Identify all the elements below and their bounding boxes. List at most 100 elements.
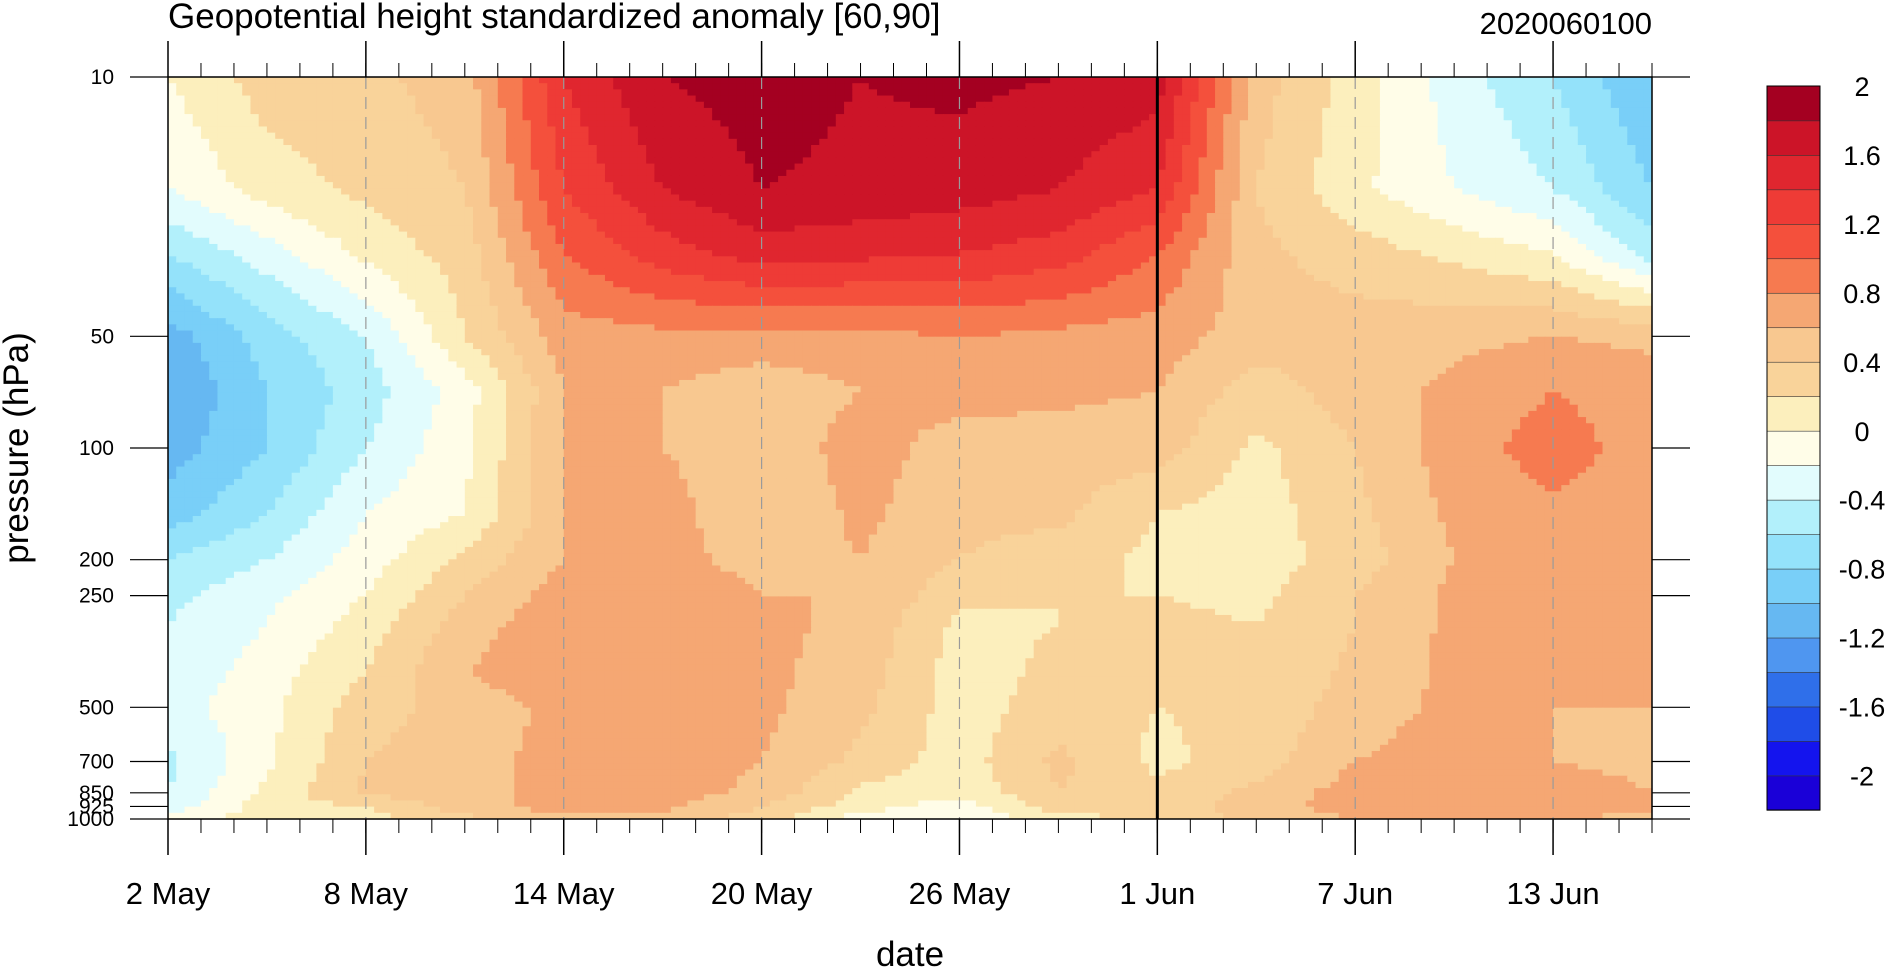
field-cell xyxy=(1190,102,1199,109)
field-cell xyxy=(663,77,672,84)
field-cell xyxy=(1067,126,1076,133)
field-cell xyxy=(638,83,647,90)
field-cell xyxy=(1108,133,1117,140)
field-cell xyxy=(539,145,548,152)
field-cell xyxy=(1075,108,1084,115)
field-cell xyxy=(588,133,597,140)
field-cell xyxy=(687,83,696,90)
field-cell xyxy=(1388,139,1397,146)
field-cell xyxy=(267,133,276,140)
field-cell xyxy=(1586,83,1595,90)
field-cell xyxy=(1223,114,1232,121)
field-cell xyxy=(704,133,713,140)
field-cell xyxy=(1133,89,1142,96)
field-cell xyxy=(572,108,581,115)
field-cell xyxy=(1553,89,1562,96)
field-cell xyxy=(1108,102,1117,109)
field-cell xyxy=(712,102,721,109)
field-cell xyxy=(1421,89,1430,96)
field-cell xyxy=(1355,139,1364,146)
field-cell xyxy=(242,145,251,152)
field-cell xyxy=(976,89,985,96)
field-cell xyxy=(663,89,672,96)
field-cell xyxy=(1025,102,1034,109)
field-cell xyxy=(1388,89,1397,96)
field-cell xyxy=(374,83,383,90)
field-cell xyxy=(1083,89,1092,96)
field-cell xyxy=(1363,77,1372,84)
field-cell xyxy=(1256,89,1265,96)
field-cell xyxy=(1133,120,1142,127)
field-cell xyxy=(399,133,408,140)
field-cell xyxy=(168,114,177,121)
field-cell xyxy=(283,77,292,84)
field-cell xyxy=(1611,77,1620,84)
field-cell xyxy=(572,145,581,152)
field-cell xyxy=(1462,114,1471,121)
field-cell xyxy=(201,102,210,109)
field-cell xyxy=(778,145,787,152)
field-cell xyxy=(250,96,259,103)
field-cell xyxy=(1528,126,1537,133)
field-cell xyxy=(283,108,292,115)
field-cell xyxy=(234,89,243,96)
field-cell xyxy=(605,145,614,152)
field-cell xyxy=(1446,102,1455,109)
field-cell xyxy=(902,120,911,127)
field-cell xyxy=(1025,114,1034,121)
field-cell xyxy=(333,108,342,115)
field-cell xyxy=(1462,102,1471,109)
field-cell xyxy=(325,133,334,140)
field-cell xyxy=(1495,114,1504,121)
field-cell xyxy=(869,120,878,127)
field-cell xyxy=(1017,83,1026,90)
field-cell xyxy=(1124,145,1133,152)
field-cell xyxy=(267,120,276,127)
field-cell xyxy=(481,77,490,84)
field-cell xyxy=(984,139,993,146)
field-cell xyxy=(828,77,837,84)
field-cell xyxy=(250,89,259,96)
field-cell xyxy=(1306,102,1315,109)
field-cell xyxy=(1553,133,1562,140)
field-cell xyxy=(498,102,507,109)
field-cell xyxy=(1223,77,1232,84)
field-cell xyxy=(1273,96,1282,103)
field-cell xyxy=(184,139,193,146)
field-cell xyxy=(762,108,771,115)
field-cell xyxy=(1248,102,1257,109)
field-cell xyxy=(564,126,573,133)
field-cell xyxy=(1297,77,1306,84)
field-cell xyxy=(1050,120,1059,127)
field-cell xyxy=(786,133,795,140)
field-cell xyxy=(498,108,507,115)
field-cell xyxy=(1240,83,1249,90)
field-cell xyxy=(1487,108,1496,115)
field-cell xyxy=(1479,133,1488,140)
field-cell xyxy=(275,120,284,127)
field-cell xyxy=(1050,102,1059,109)
field-cell xyxy=(1504,77,1513,84)
field-cell xyxy=(424,108,433,115)
field-cell xyxy=(1009,139,1018,146)
field-cell xyxy=(498,120,507,127)
field-cell xyxy=(184,108,193,115)
field-cell xyxy=(1504,139,1513,146)
field-cell xyxy=(1372,126,1381,133)
field-cell xyxy=(564,120,573,127)
field-cell xyxy=(300,126,309,133)
field-cell xyxy=(432,89,441,96)
field-cell xyxy=(696,96,705,103)
field-cell xyxy=(1190,120,1199,127)
field-cell xyxy=(1199,114,1208,121)
field-cell xyxy=(1372,77,1381,84)
field-cell xyxy=(1306,120,1315,127)
field-cell xyxy=(415,83,424,90)
field-cell xyxy=(1223,133,1232,140)
field-cell xyxy=(325,83,334,90)
field-cell xyxy=(1363,83,1372,90)
field-cell xyxy=(1627,83,1636,90)
field-cell xyxy=(1528,133,1537,140)
field-cell xyxy=(1347,139,1356,146)
field-cell xyxy=(1462,77,1471,84)
